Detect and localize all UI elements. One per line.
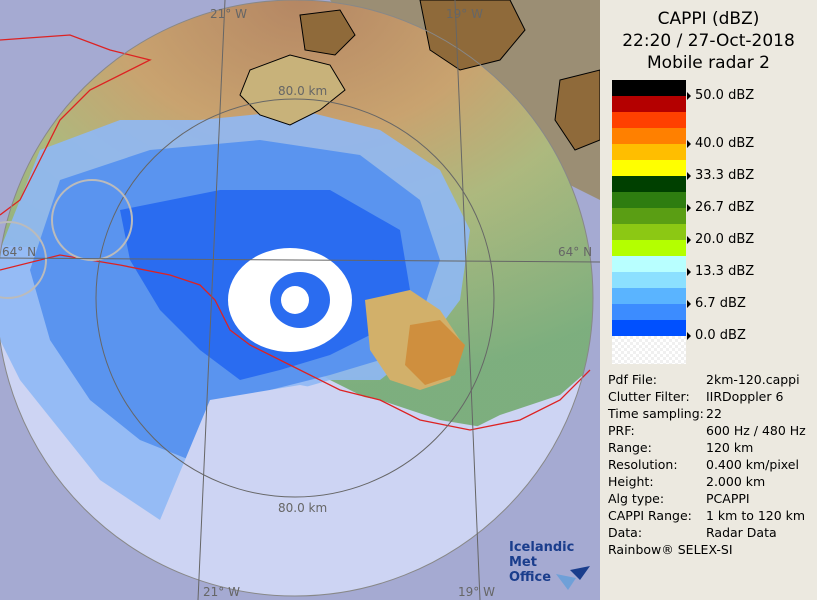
- legend-label: 6.7 dBZ: [687, 296, 746, 311]
- legend-label: 33.3 dBZ: [686, 168, 755, 183]
- range-label-top: 80.0 km: [278, 84, 327, 98]
- info-value: Radar Data: [706, 525, 777, 540]
- legend-swatch: [612, 336, 686, 364]
- info-row: Alg type: PCAPPI: [608, 490, 806, 507]
- info-key: Data:: [608, 525, 643, 540]
- legend-swatch: [612, 208, 686, 224]
- legend-label: 40.0 dBZ: [686, 136, 755, 151]
- legend-swatch: [612, 288, 686, 304]
- legend-swatch: [612, 256, 686, 272]
- lon-label-top-left: 21° W: [210, 7, 247, 21]
- info-row: Clutter Filter: IIRDoppler 6: [608, 388, 806, 405]
- info-panel: CAPPI (dBZ) 22:20 / 27-Oct-2018 Mobile r…: [600, 0, 817, 600]
- info-key: PRF:: [608, 423, 635, 438]
- legend-label: 26.7 dBZ: [686, 200, 755, 215]
- info-row: Height: 2.000 km: [608, 473, 806, 490]
- info-value: 2.000 km: [706, 474, 766, 489]
- info-key: Alg type:: [608, 491, 665, 506]
- legend-swatch: [612, 224, 686, 240]
- legend-label: 50.0 dBZ: [686, 88, 755, 103]
- info-row: Range: 120 km: [608, 439, 806, 456]
- lon-label-top-right: 19° W: [446, 7, 483, 21]
- panel-radar-name: Mobile radar 2: [647, 53, 770, 73]
- legend-swatch: [612, 112, 686, 128]
- legend-swatch: [612, 304, 686, 320]
- met-office-credit: Icelandic Met Office: [509, 540, 594, 585]
- radar-map: 21° W 19° W 21° W 19° W 64° N 64° N 80.0…: [0, 0, 601, 601]
- info-key: Pdf File:: [608, 372, 657, 387]
- legend-swatch: [612, 192, 686, 208]
- panel-title: CAPPI (dBZ): [657, 9, 760, 29]
- info-row: CAPPI Range: 1 km to 120 km: [608, 507, 806, 524]
- panel-timestamp: 22:20 / 27-Oct-2018: [622, 31, 795, 51]
- legend-swatch: [612, 240, 686, 256]
- info-key: Range:: [608, 440, 652, 455]
- info-row: Time sampling: 22: [608, 405, 806, 422]
- credit-line-2: Office: [509, 570, 552, 585]
- legend-swatch: [612, 320, 686, 336]
- info-row: Data: Radar Data: [608, 524, 806, 541]
- info-value: 1 km to 120 km: [706, 508, 806, 523]
- legend-swatch: [612, 160, 686, 176]
- legend-label: 0.0 dBZ: [687, 328, 746, 343]
- legend-label: 20.0 dBZ: [686, 232, 755, 247]
- info-key: Height:: [608, 474, 654, 489]
- legend-label: 13.3 dBZ: [686, 264, 755, 279]
- lon-label-bottom-left: 21° W: [203, 585, 240, 599]
- lat-label-right: 64° N: [558, 245, 592, 259]
- info-row: PRF: 600 Hz / 480 Hz: [608, 422, 806, 439]
- info-value: 600 Hz / 480 Hz: [706, 423, 806, 438]
- info-row: Resolution: 0.400 km/pixel: [608, 456, 806, 473]
- info-value: IIRDoppler 6: [706, 389, 784, 404]
- footer-text: Rainbow® SELEX-SI: [608, 542, 733, 557]
- info-value: PCAPPI: [706, 491, 750, 506]
- legend-swatch: [612, 272, 686, 288]
- info-key: CAPPI Range:: [608, 508, 692, 523]
- info-key: Time sampling:: [608, 406, 704, 421]
- info-key: Resolution:: [608, 457, 678, 472]
- met-office-logo-icon: [556, 566, 590, 590]
- info-value: 0.400 km/pixel: [706, 457, 799, 472]
- info-value: 2km-120.cappi: [706, 372, 800, 387]
- lon-label-bottom-right: 19° W: [458, 585, 495, 599]
- legend-swatch: [612, 80, 686, 96]
- info-key: Clutter Filter:: [608, 389, 690, 404]
- info-row: Pdf File: 2km-120.cappi: [608, 371, 806, 388]
- radar-info-table: Pdf File: 2km-120.cappi Clutter Filter: IIR…: [608, 371, 806, 541]
- legend-swatch: [612, 128, 686, 144]
- info-value: 22: [706, 406, 722, 421]
- range-label-bottom: 80.0 km: [278, 501, 327, 515]
- legend-swatch: [612, 176, 686, 192]
- legend-swatch: [612, 144, 686, 160]
- lat-label-left: 64° N: [2, 245, 36, 259]
- info-value: 120 km: [706, 440, 754, 455]
- credit-line-1: Icelandic Met: [509, 540, 575, 570]
- legend-swatch: [612, 96, 686, 112]
